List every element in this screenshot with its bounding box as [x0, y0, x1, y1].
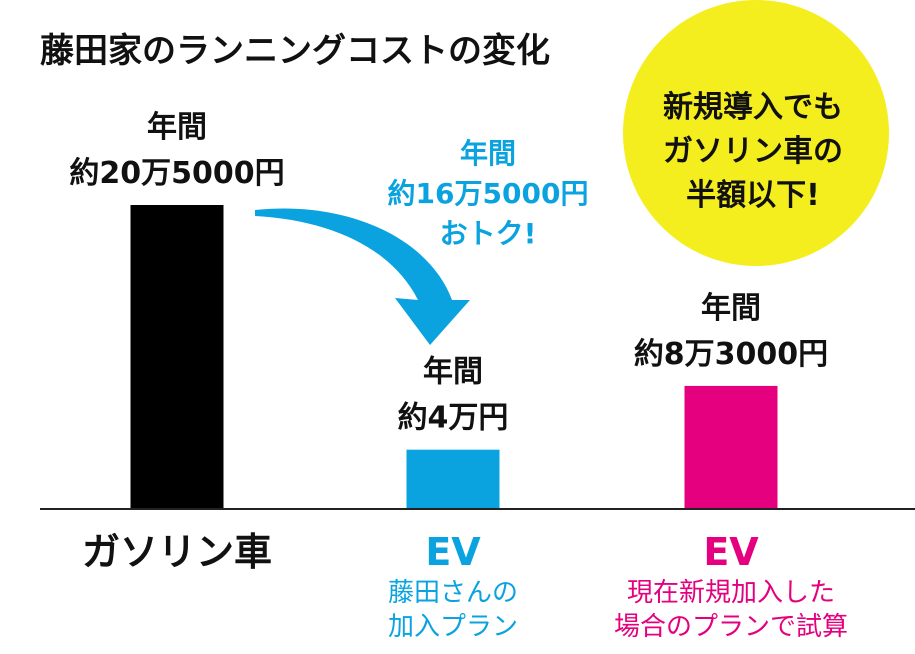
- bar-1: [406, 449, 500, 509]
- category-label-1: EV: [425, 530, 481, 574]
- savings-line: おトク!: [440, 217, 537, 250]
- value-label-2: 年間: [701, 291, 761, 326]
- category-sublabel-2: 現在新規加入した: [627, 578, 835, 608]
- bubble-line: ガソリン車の: [663, 134, 843, 169]
- savings-line: 年間: [460, 137, 516, 170]
- value-label-0: 約20万5000円: [69, 156, 284, 191]
- category-label-0: ガソリン車: [82, 530, 272, 574]
- savings-line: 約16万5000円: [388, 177, 589, 210]
- savings-arrow: [255, 208, 470, 345]
- value-label-2: 約8万3000円: [634, 337, 828, 372]
- savings-arrow-shape: [255, 208, 470, 345]
- chart-title: 藤田家のランニングコストの変化: [40, 31, 550, 71]
- category-sublabel-1: 加入プラン: [388, 612, 518, 642]
- summary-bubble-circle: [623, 0, 889, 266]
- value-label-1: 年間: [423, 355, 483, 390]
- bars: [130, 205, 778, 509]
- bar-2: [684, 385, 778, 509]
- value-label-0: 年間: [147, 110, 207, 145]
- value-label-1: 約4万円: [398, 401, 509, 436]
- bar-0: [130, 205, 224, 509]
- bubble-line: 新規導入でも: [663, 90, 843, 125]
- category-sublabel-1: 藤田さんの: [388, 578, 518, 608]
- bubble-line: 半額以下!: [686, 178, 820, 213]
- category-label-2: EV: [703, 530, 759, 574]
- category-sublabel-2: 場合のプランで試算: [614, 612, 848, 642]
